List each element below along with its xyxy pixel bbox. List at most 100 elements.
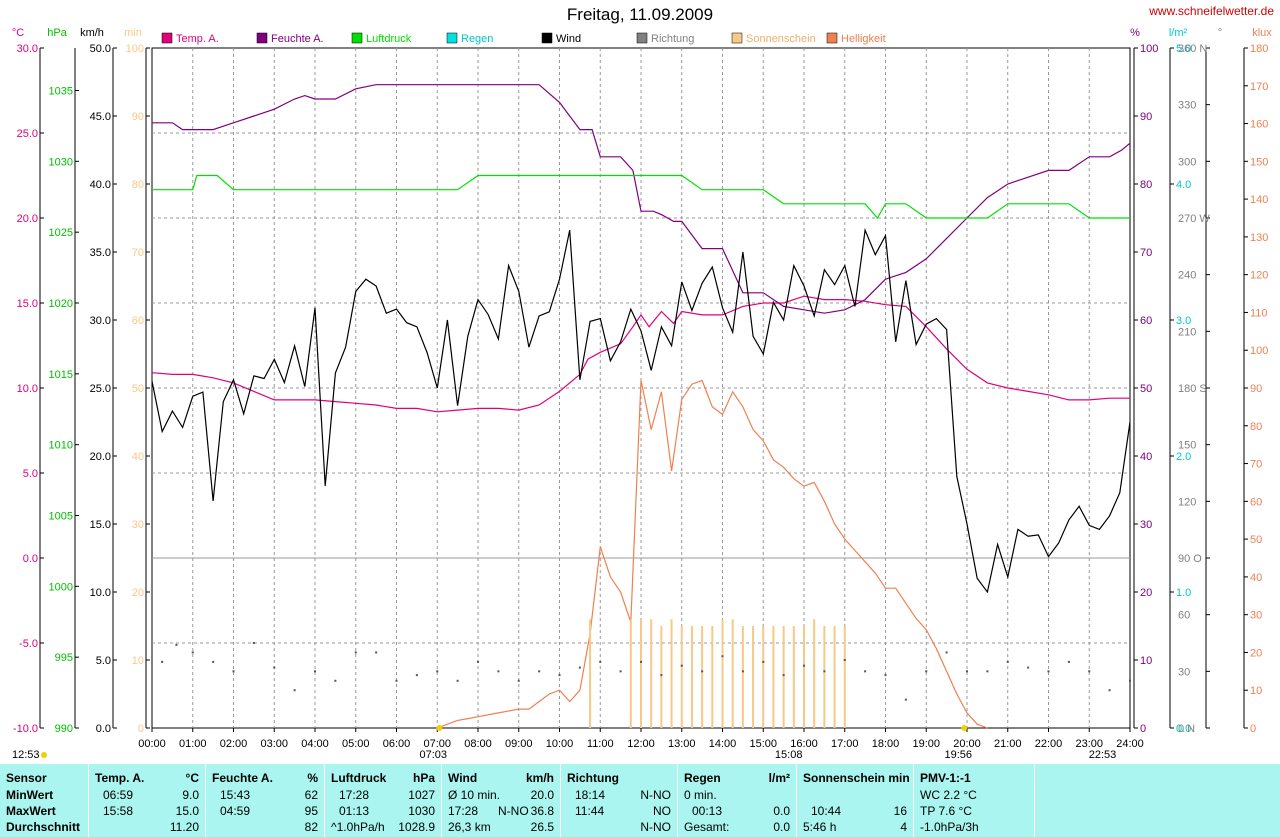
direction-point xyxy=(252,642,255,644)
stats-cell: 10:44 xyxy=(811,804,842,818)
stats-cell: 0.0 xyxy=(773,804,790,818)
y-tick-label: 100 xyxy=(1250,345,1268,357)
direction-point xyxy=(175,643,178,646)
axis-unit: l/m² xyxy=(1169,27,1188,39)
y-tick-label: 0 xyxy=(1140,723,1146,735)
stats-cell: 26,3 km xyxy=(448,820,491,834)
y-tick-label: 70 xyxy=(132,247,144,259)
stats-cell: WC 2.2 °C xyxy=(920,788,977,802)
y-tick-label: 130 xyxy=(1250,232,1268,244)
stats-cell: 0.0 xyxy=(773,820,790,834)
y-tick-label: 4.0 xyxy=(1176,179,1191,191)
y-tick-label: 5.0 xyxy=(23,468,38,480)
direction-point xyxy=(212,660,215,663)
x-tick-label: 05:00 xyxy=(342,738,370,750)
stats-row: Gesamt: 0.0 xyxy=(678,819,796,835)
y-tick-label: 90 xyxy=(1250,383,1262,395)
x-tick-label: 20:00 xyxy=(953,738,981,750)
stats-row: MaxWert xyxy=(0,803,88,819)
current-time: 12:53 xyxy=(12,749,40,761)
stats-col-wind: Wind km/h Ø 10 min. 20.0 17:28 N-NO 36.8 26,3 k… xyxy=(442,764,561,837)
direction-point xyxy=(456,679,459,682)
stats-unit: % xyxy=(307,771,318,785)
y-tick-label: 35.0 xyxy=(90,247,111,259)
legend-swatch xyxy=(256,32,268,44)
direction-point xyxy=(517,679,520,682)
y-tick-label: 180 S xyxy=(1178,383,1207,395)
direction-point xyxy=(762,660,765,663)
stats-header: Luftdruck hPa xyxy=(325,770,441,786)
stats-row: 10:44 16 xyxy=(797,803,913,819)
stats-row: 04:59 95 xyxy=(206,803,324,819)
y-tick-label: 10 xyxy=(1250,685,1262,697)
direction-point xyxy=(1006,660,1009,663)
stats-col-direction: Richtung 18:14 N-NO 11:44 NO N-NO xyxy=(561,764,678,837)
wind-line xyxy=(151,227,1131,594)
direction-point xyxy=(721,655,724,658)
direction-point xyxy=(375,651,378,654)
y-tick-label: 100 xyxy=(1140,43,1158,55)
x-tick-label: 08:00 xyxy=(464,738,492,750)
stats-row: ^1.0hPa/h 1028.9 xyxy=(325,819,441,835)
y-tick-label: 40 xyxy=(1140,451,1152,463)
direction-point xyxy=(293,689,296,692)
y-tick-label: 30 xyxy=(1140,519,1152,531)
stats-row: 18:14 N-NO xyxy=(561,787,677,803)
y-tick-label: 150 xyxy=(1178,440,1196,452)
stats-cell: 11:44 xyxy=(575,804,605,818)
direction-point xyxy=(904,698,907,701)
x-tick-label: 03:00 xyxy=(260,738,288,750)
direction-point xyxy=(945,651,948,654)
y-tick-label: 1015 xyxy=(49,369,73,381)
direction-point xyxy=(1108,689,1111,692)
y-tick-label: 30.0 xyxy=(17,43,38,55)
x-tick-label: 04:00 xyxy=(301,738,329,750)
stats-cell: 20.0 xyxy=(530,788,554,802)
direction-point xyxy=(1027,666,1030,669)
x-tick-label: 01:00 xyxy=(179,738,207,750)
stats-row: -1.0hPa/3h xyxy=(914,819,1034,835)
y-tick-label: 5.0 xyxy=(1176,43,1191,55)
stats-cell: 01:13 xyxy=(339,804,370,818)
y-tick-label: 10.0 xyxy=(90,587,111,599)
stats-header: Regen l/m² xyxy=(678,770,796,786)
y-tick-label: 10 xyxy=(1140,655,1152,667)
stats-col-sensor: Sensor MinWert MaxWert Durchschnitt xyxy=(0,764,89,837)
x-tick-label: 15:00 xyxy=(749,738,777,750)
stats-row: 0 min. xyxy=(678,787,796,803)
x-tick-label: 00:00 xyxy=(138,738,166,750)
stats-row: 5:46 h 4 xyxy=(797,819,913,835)
stats-cell: Gesamt: xyxy=(684,820,730,834)
y-tick-label: 60 xyxy=(132,315,144,327)
stats-cell: 95 xyxy=(304,804,318,818)
y-tick-label: 10 xyxy=(132,655,144,667)
stats-header: Sonnenschein min xyxy=(797,770,913,786)
y-tick-label: 1.0 xyxy=(1176,587,1191,599)
feuchte-a-line xyxy=(152,84,1131,314)
axis-unit: min xyxy=(124,27,142,39)
x-tick-label: 12:00 xyxy=(627,738,655,750)
stats-cell: 15:58 xyxy=(103,804,134,818)
y-tick-label: 150 xyxy=(1250,156,1268,168)
direction-point xyxy=(741,670,744,673)
y-tick-label: 1000 xyxy=(49,581,73,593)
direction-point xyxy=(599,660,602,663)
x-tick-label: 22:00 xyxy=(1035,738,1063,750)
site-link[interactable]: www.schneifelwetter.de xyxy=(1149,4,1274,18)
stats-cell: 15.0 xyxy=(175,804,199,818)
stats-cell: 9.0 xyxy=(182,788,199,802)
stats-cell: 17:28 xyxy=(448,804,479,818)
stats-cell: 36.8 xyxy=(530,804,554,818)
y-tick-label: 330 xyxy=(1178,100,1196,112)
direction-point xyxy=(395,679,398,682)
legend-label: Richtung xyxy=(651,33,694,45)
stats-row: 06:59 9.0 xyxy=(89,787,205,803)
y-tick-label: 80 xyxy=(1250,421,1262,433)
y-tick-label: 240 xyxy=(1178,270,1196,282)
direction-point xyxy=(864,670,867,673)
stats-header: PMV-1:-1 xyxy=(914,770,1034,786)
stats-row: 15:58 15.0 xyxy=(89,803,205,819)
x-tick-label: 13:00 xyxy=(668,738,696,750)
stats-unit: l/m² xyxy=(768,771,790,785)
y-tick-label: 0 xyxy=(138,723,144,735)
